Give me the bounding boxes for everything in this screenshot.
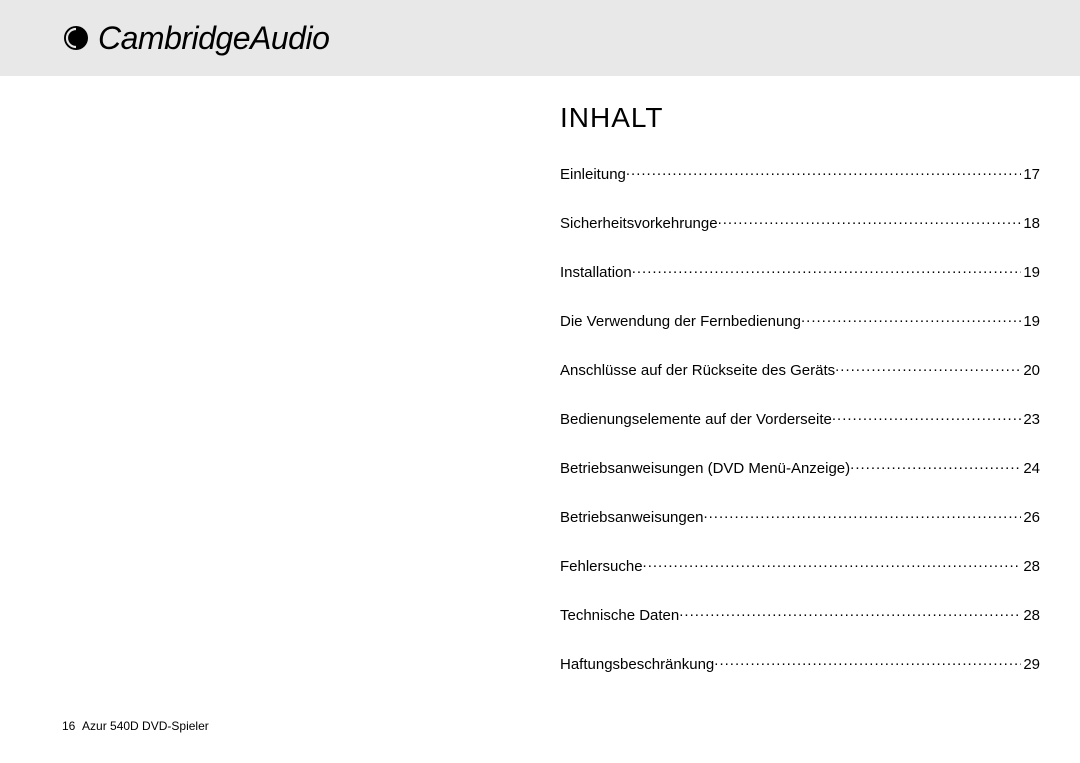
page-title: INHALT xyxy=(560,102,1040,134)
toc-dots xyxy=(850,458,1021,473)
toc-page: 23 xyxy=(1021,411,1040,428)
brand-name: CambridgeAudio xyxy=(98,20,329,57)
toc-dots xyxy=(714,654,1021,669)
toc-dots xyxy=(835,360,1021,375)
toc-row: Installation 19 xyxy=(560,262,1040,281)
toc-dots xyxy=(703,507,1021,522)
toc-page: 28 xyxy=(1021,558,1040,575)
toc-dots xyxy=(643,556,1022,571)
toc-label: Haftungsbeschränkung xyxy=(560,656,714,673)
toc-dots xyxy=(626,164,1021,179)
toc-page: 18 xyxy=(1021,215,1040,232)
brand-name-part1: Cambridge xyxy=(98,20,250,56)
toc-page: 19 xyxy=(1021,264,1040,281)
toc-row: Einleitung 17 xyxy=(560,164,1040,183)
toc-dots xyxy=(632,262,1022,277)
toc-label: Fehlersuche xyxy=(560,558,643,575)
toc-dots xyxy=(832,409,1021,424)
toc-page: 24 xyxy=(1021,460,1040,477)
toc-label: Einleitung xyxy=(560,166,626,183)
content-area: INHALT Einleitung 17 Sicherheitsvorkehrung… xyxy=(560,102,1040,673)
toc-dots xyxy=(679,605,1021,620)
toc-row: Sicherheitsvorkehrunge 18 xyxy=(560,213,1040,232)
toc-dots xyxy=(801,311,1021,326)
toc-page: 26 xyxy=(1021,509,1040,526)
toc-label: Bedienungselemente auf der Vorderseite xyxy=(560,411,832,428)
toc-row: Fehlersuche 28 xyxy=(560,556,1040,575)
toc-row: Anschlüsse auf der Rückseite des Geräts 2… xyxy=(560,360,1040,379)
brand-circle-icon xyxy=(62,24,90,52)
toc-page: 19 xyxy=(1021,313,1040,330)
toc-list: Einleitung 17 Sicherheitsvorkehrunge 18 Inst… xyxy=(560,164,1040,673)
page-footer: 16 Azur 540D DVD-Spieler xyxy=(62,719,209,733)
toc-row: Technische Daten 28 xyxy=(560,605,1040,624)
toc-page: 29 xyxy=(1021,656,1040,673)
toc-row: Bedienungselemente auf der Vorderseite 23 xyxy=(560,409,1040,428)
toc-dots xyxy=(718,213,1022,228)
toc-label: Anschlüsse auf der Rückseite des Geräts xyxy=(560,362,835,379)
toc-row: Haftungsbeschränkung 29 xyxy=(560,654,1040,673)
toc-label: Sicherheitsvorkehrunge xyxy=(560,215,718,232)
toc-page: 17 xyxy=(1021,166,1040,183)
toc-label: Technische Daten xyxy=(560,607,679,624)
footer-doc-title: Azur 540D DVD-Spieler xyxy=(82,719,209,733)
toc-label: Installation xyxy=(560,264,632,281)
toc-row: Betriebsanweisungen (DVD Menü-Anzeige) 24 xyxy=(560,458,1040,477)
footer-page-number: 16 xyxy=(62,719,75,733)
toc-page: 28 xyxy=(1021,607,1040,624)
toc-label: Betriebsanweisungen (DVD Menü-Anzeige) xyxy=(560,460,850,477)
toc-row: Betriebsanweisungen 26 xyxy=(560,507,1040,526)
brand-logo: CambridgeAudio xyxy=(62,20,329,57)
brand-name-part2: Audio xyxy=(250,20,329,56)
toc-row: Die Verwendung der Fernbedienung 19 xyxy=(560,311,1040,330)
header-band: CambridgeAudio xyxy=(0,0,1080,76)
toc-page: 20 xyxy=(1021,362,1040,379)
toc-label: Die Verwendung der Fernbedienung xyxy=(560,313,801,330)
toc-label: Betriebsanweisungen xyxy=(560,509,703,526)
